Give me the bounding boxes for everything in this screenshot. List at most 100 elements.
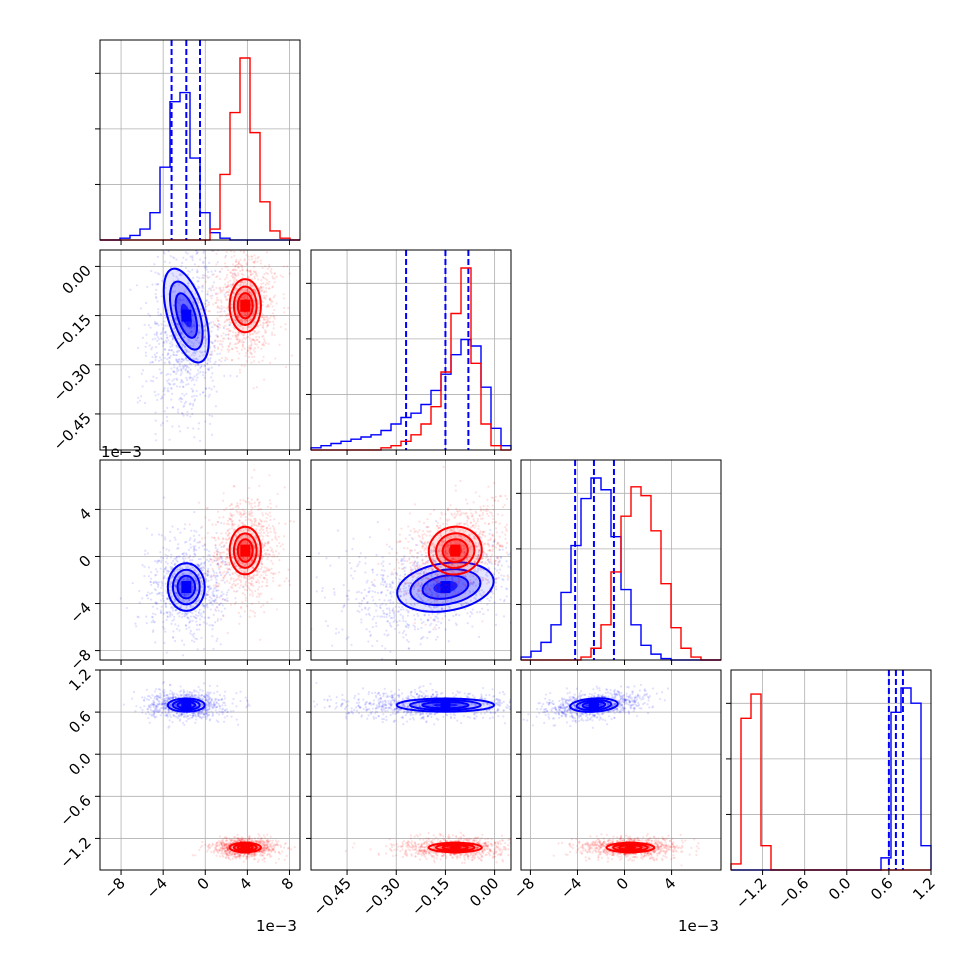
data-point — [224, 359, 227, 362]
data-point — [180, 599, 183, 603]
data-point — [423, 546, 426, 550]
data-point — [257, 346, 260, 349]
data-point — [247, 581, 251, 584]
data-point — [263, 290, 266, 293]
data-point — [224, 574, 227, 577]
data-point — [505, 588, 509, 591]
data-point — [239, 574, 242, 577]
data-point — [230, 527, 234, 530]
data-point — [218, 270, 221, 273]
data-point — [175, 333, 178, 336]
data-point — [160, 534, 163, 537]
data-point — [435, 520, 438, 523]
data-point — [150, 533, 154, 536]
data-point — [381, 574, 385, 577]
data-point — [469, 615, 472, 618]
data-point — [446, 507, 450, 510]
data-point — [446, 552, 449, 555]
data-point — [185, 553, 188, 556]
data-point — [258, 549, 261, 552]
data-point — [244, 570, 247, 573]
data-point — [493, 538, 496, 541]
data-point — [221, 551, 224, 554]
data-point — [206, 367, 209, 370]
y-tick-label: 0.00 — [58, 261, 94, 297]
data-point — [154, 322, 157, 325]
data-point — [392, 611, 395, 614]
data-point — [204, 305, 207, 309]
data-point — [266, 325, 269, 328]
data-point — [206, 585, 209, 588]
data-point — [165, 373, 168, 376]
data-point — [179, 362, 182, 366]
data-point — [146, 552, 150, 555]
data-point — [190, 341, 193, 344]
data-point — [187, 592, 191, 595]
data-point — [161, 279, 164, 283]
data-point — [277, 522, 281, 525]
data-point — [195, 271, 198, 274]
data-point — [185, 366, 189, 369]
data-point — [359, 552, 362, 555]
data-point — [241, 592, 245, 595]
data-point — [234, 321, 237, 324]
data-point — [424, 568, 427, 571]
data-point — [467, 543, 470, 547]
data-point — [198, 355, 201, 358]
data-point — [453, 516, 456, 519]
data-point — [448, 606, 451, 609]
data-point — [391, 580, 394, 583]
data-point — [413, 564, 416, 567]
data-point — [232, 326, 235, 329]
data-point — [374, 621, 378, 625]
data-point — [253, 288, 256, 291]
data-point — [225, 572, 228, 576]
data-point — [196, 581, 199, 584]
data-point — [225, 593, 228, 597]
data-point — [461, 568, 464, 571]
data-point — [178, 597, 181, 601]
data-point — [233, 317, 236, 320]
data-point — [225, 298, 228, 301]
data-point — [182, 600, 186, 603]
data-point — [173, 284, 176, 288]
data-point — [192, 300, 195, 303]
data-point — [502, 506, 505, 509]
data-point — [208, 276, 211, 279]
data-point — [182, 359, 185, 362]
data-point — [381, 580, 384, 583]
data-point — [251, 338, 254, 341]
data-point — [162, 620, 165, 624]
data-point — [171, 609, 174, 612]
data-point — [388, 562, 391, 565]
data-point — [215, 574, 218, 577]
data-point — [262, 576, 265, 579]
data-point — [244, 294, 247, 298]
data-point — [244, 313, 247, 316]
data-point — [416, 567, 419, 570]
data-point — [211, 326, 214, 329]
data-point — [437, 579, 440, 582]
hist-panel-1 — [306, 249, 512, 455]
data-point — [275, 608, 279, 611]
data-point — [154, 580, 157, 583]
data-point — [223, 321, 226, 324]
data-point — [166, 615, 169, 619]
data-point — [202, 250, 205, 253]
data-point — [215, 559, 218, 562]
data-point — [248, 530, 252, 533]
data-point — [171, 406, 174, 409]
data-point — [421, 575, 424, 578]
data-point — [170, 576, 173, 579]
data-point — [486, 603, 489, 606]
data-point — [231, 523, 234, 526]
data-point — [262, 294, 265, 297]
data-point — [399, 588, 402, 591]
data-point — [514, 538, 516, 540]
data-point — [452, 529, 455, 532]
data-point — [176, 298, 179, 301]
data-point — [218, 557, 222, 560]
data-point — [268, 317, 271, 320]
data-point — [374, 602, 377, 605]
data-point — [189, 578, 192, 581]
